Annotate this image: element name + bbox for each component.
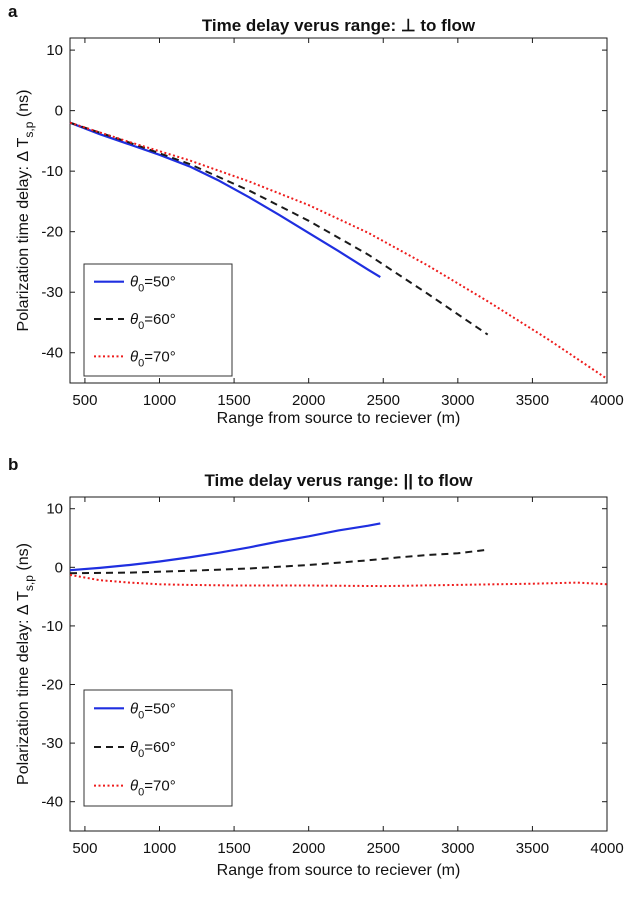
y-tick-label: -20 [41, 224, 63, 241]
legend-entry-value: =60° [144, 311, 175, 328]
legend-entry-sub: 0 [138, 357, 144, 369]
y-tick-label: 0 [55, 559, 63, 576]
chart-panel-b: b Time delay verus range: || to flow 500 10… [8, 455, 624, 879]
x-tick-label: 1000 [143, 840, 176, 857]
y-tick-label: -40 [41, 345, 63, 362]
legend-entry-sub: 0 [138, 283, 144, 295]
legend-entry-value: =60° [144, 739, 175, 756]
x-tick-label: 1000 [143, 392, 176, 409]
legend-entry-3: θ0=70° [130, 348, 176, 369]
panel-letter: a [8, 2, 18, 21]
x-tick-label: 2500 [367, 840, 400, 857]
legend-entry-1: θ0=50° [130, 700, 176, 721]
x-tick-label: 500 [72, 392, 97, 409]
chart-title: Time delay verus range: ⊥ to flow [202, 16, 476, 35]
chart-title: Time delay verus range: || to flow [204, 471, 473, 490]
x-axis-label: Range from source to reciever (m) [217, 410, 461, 427]
x-tick-label: 1500 [217, 840, 250, 857]
y-axis-label-unit: (ns) [15, 90, 32, 122]
series-line-1 [69, 121, 381, 279]
x-tick-label: 2000 [292, 840, 325, 857]
legend-entry-value: =70° [144, 778, 175, 795]
legend-entry-theta: θ [130, 778, 138, 795]
legend-entry-sub: 0 [138, 787, 144, 799]
x-tick-label: 2000 [292, 392, 325, 409]
y-axis-label: Polarization time delay: Δ Ts,p (ns) [15, 543, 36, 785]
legend-entry-3: θ0=70° [130, 778, 176, 799]
y-tick-label: -10 [41, 618, 63, 635]
y-axis-label: Polarization time delay: Δ Ts,p (ns) [15, 90, 36, 332]
y-tick-label: 10 [46, 42, 63, 59]
x-tick-label: 3000 [441, 392, 474, 409]
y-tick-label: -10 [41, 163, 63, 180]
legend-entry-value: =50° [144, 274, 175, 291]
legend-entry-theta: θ [130, 700, 138, 717]
legend-entry-sub: 0 [138, 320, 144, 332]
x-tick-label: 2500 [367, 392, 400, 409]
legend-entry-theta: θ [130, 739, 138, 756]
legend-entry-sub: 0 [138, 748, 144, 760]
series-line-3 [69, 573, 608, 588]
y-axis-label-sub: s,p [22, 575, 36, 591]
y-axis-label-main: Polarization time delay: Δ T [15, 137, 32, 331]
x-tick-label: 4000 [590, 392, 623, 409]
legend-entry-sub: 0 [138, 709, 144, 721]
y-axis-label-unit: (ns) [15, 543, 32, 575]
legend-entry-value: =50° [144, 700, 175, 717]
y-tick-label: -30 [41, 284, 63, 301]
series-line-1 [69, 522, 381, 572]
y-tick-label: -30 [41, 735, 63, 752]
legend-entry-2: θ0=60° [130, 739, 176, 760]
series-line-2 [69, 121, 489, 336]
x-tick-label: 4000 [590, 840, 623, 857]
x-tick-label: 500 [72, 840, 97, 857]
legend: θ0=50°θ0=60°θ0=70° [83, 689, 233, 807]
legend-entry-value: =70° [144, 348, 175, 365]
legend-entry-theta: θ [130, 311, 138, 328]
y-tick-label: -40 [41, 794, 63, 811]
legend-entry-theta: θ [130, 348, 138, 365]
axes-box [69, 37, 608, 384]
x-tick-label: 3500 [516, 840, 549, 857]
axes-box [69, 496, 608, 832]
panel-letter: b [8, 455, 18, 474]
x-axis-label: Range from source to reciever (m) [217, 862, 461, 879]
y-tick-label: 10 [46, 501, 63, 518]
y-axis-label-sub: s,p [22, 121, 36, 137]
y-axis-label-main: Polarization time delay: Δ T [15, 591, 32, 785]
x-tick-label: 1500 [217, 392, 250, 409]
series-line-2 [69, 548, 488, 575]
x-tick-label: 3500 [516, 392, 549, 409]
y-tick-label: 0 [55, 103, 63, 120]
legend-entry-2: θ0=60° [130, 311, 176, 332]
legend: θ0=50°θ0=60°θ0=70° [83, 263, 233, 377]
y-tick-label: -20 [41, 677, 63, 694]
legend-entry-1: θ0=50° [130, 274, 176, 295]
x-tick-label: 3000 [441, 840, 474, 857]
series-line-3 [69, 121, 608, 380]
legend-entry-theta: θ [130, 274, 138, 291]
